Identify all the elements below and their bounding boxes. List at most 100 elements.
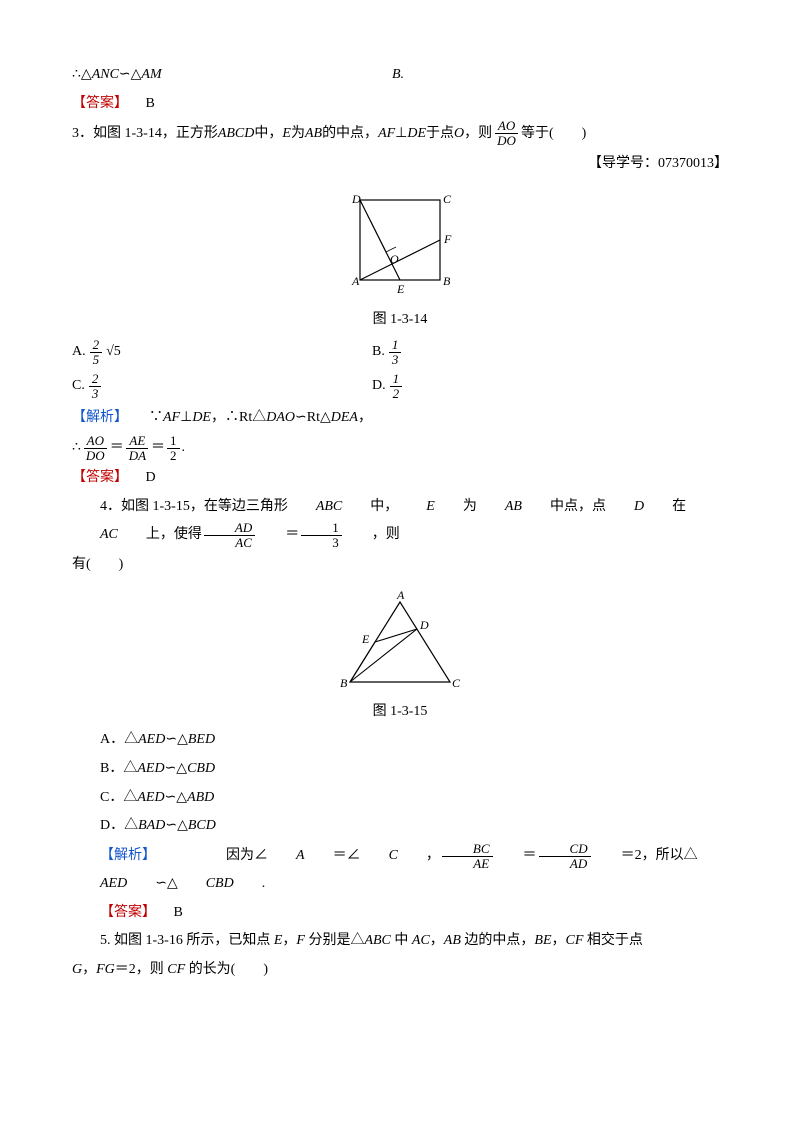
q3-optB: B. 1 3 xyxy=(372,338,403,368)
l2-eq1: ＝ xyxy=(110,435,124,462)
q3-ans-val: D xyxy=(146,470,156,485)
fig1-A: A xyxy=(351,274,360,288)
q5-l2c: ＝2，则 xyxy=(115,962,168,977)
optA-den: 5 xyxy=(90,353,103,367)
q4-stem: 4．如图 1-3-15，在等边三角形 ABC 中，E 为 AB 中点，点 D 在… xyxy=(72,494,728,550)
fragment-line: ∴△ANC∽△AM B. xyxy=(72,62,728,89)
q4B-tag: B．△ xyxy=(100,761,137,776)
q5-a: 5. 如图 1-3-16 所示，已知点 xyxy=(100,933,274,948)
q4-anf1: BCAE xyxy=(442,842,493,872)
optB-tag: B. xyxy=(372,339,385,366)
optC-tag: C. xyxy=(72,373,85,400)
l2-tail: . xyxy=(182,435,186,462)
f2n: AE xyxy=(126,434,148,449)
fig-svg-square: A B C D E F O xyxy=(330,185,470,305)
analysis-label: 【解析】 xyxy=(72,410,128,425)
q4A-2: BED xyxy=(188,732,215,747)
frag-t2: AM xyxy=(141,67,161,82)
q4f2d: 3 xyxy=(301,536,342,550)
an-af: AF xyxy=(163,410,180,425)
f3d: 2 xyxy=(167,449,180,463)
q5-ab: AB xyxy=(444,933,461,948)
q4-optD: D．△BAD∽△BCD xyxy=(72,813,728,840)
q3-optC: C. 2 3 xyxy=(72,372,372,402)
optB-den: 3 xyxy=(389,353,402,367)
q4-optA: A．△AED∽△BED xyxy=(72,727,728,754)
q5-c3: ， xyxy=(552,933,566,948)
q4-frac1: ADAC xyxy=(204,521,255,551)
l2-eq2: ＝ xyxy=(151,435,165,462)
answer-value-text: B xyxy=(146,96,155,111)
q3-de: DE xyxy=(407,121,426,148)
optB-frac: 1 3 xyxy=(389,338,402,368)
answer-value xyxy=(132,96,146,111)
q4f2n: 1 xyxy=(301,521,342,536)
frag-mid: ∽△ xyxy=(119,67,142,82)
q4-an-label: 【解析】 xyxy=(72,843,156,870)
fig1-F: F xyxy=(443,232,452,246)
q3-f: 于点 xyxy=(426,121,454,148)
l2-pre: ∴ xyxy=(72,435,81,462)
q4-optC: C．△AED∽△ABD xyxy=(72,785,728,812)
l2-f1: AODO xyxy=(83,434,108,464)
q5-G: G xyxy=(72,962,82,977)
q4-answer: 【答案】 B xyxy=(72,900,728,927)
an-a: ∵ xyxy=(149,410,163,425)
fig1-D: D xyxy=(351,192,361,206)
q3-d: 的中点， xyxy=(322,121,378,148)
optD-den: 2 xyxy=(390,387,403,401)
q3-perp: ⊥ xyxy=(395,121,407,148)
q5-ac: AC xyxy=(412,933,430,948)
q4-g: ，则 xyxy=(344,522,400,549)
q4f1n: AD xyxy=(204,521,255,536)
q4D-1: BAD xyxy=(138,818,165,833)
q4-e: E xyxy=(398,494,435,521)
figure-1-3-14: A B C D E F O 图 1-3-14 xyxy=(72,185,728,334)
optA-tail: √5 xyxy=(106,339,121,366)
q3-abcd: ABCD xyxy=(218,121,255,148)
q5-cf: CF xyxy=(566,933,584,948)
q3-c: 为 xyxy=(291,121,305,148)
q4an-sim: ∽△ xyxy=(127,871,178,898)
q5-c1: ， xyxy=(282,933,296,948)
q4C-1: AED xyxy=(137,790,164,805)
f2d: DA xyxy=(126,449,149,463)
q5-c2: ， xyxy=(430,933,444,948)
optA-num: 2 xyxy=(90,338,103,353)
q3-a: 3．如图 1-3-14，正方形 xyxy=(72,121,218,148)
q3-stem: 3．如图 1-3-14，正方形 ABCD 中，E 为 AB 的中点，AF⊥DE … xyxy=(72,119,728,149)
q4D-tag: D．△ xyxy=(100,818,138,833)
q4an-tail: . xyxy=(234,871,266,898)
answer-label: 【答案】 xyxy=(72,96,128,111)
q3-frac-num: AO xyxy=(495,119,518,134)
q4-a: 4．如图 1-3-15，在等边三角形 xyxy=(72,494,288,521)
fig2-caption: 图 1-3-15 xyxy=(72,699,728,726)
q4f1d: AC xyxy=(204,536,255,550)
an-b: ，∴Rt△ xyxy=(211,410,266,425)
q3-e: E xyxy=(282,121,291,148)
q3-frac-den: DO xyxy=(494,134,519,148)
q5-be: BE xyxy=(534,933,551,948)
q3-af: AF xyxy=(378,121,395,148)
q5-f: F xyxy=(296,933,305,948)
q3-options-row2: C. 2 3 D. 1 2 xyxy=(72,372,728,402)
q4-f: 上，使得 xyxy=(118,522,202,549)
q5-cf2: CF xyxy=(167,962,185,977)
q4t2: CBD xyxy=(178,871,234,898)
q4an-C: C xyxy=(361,843,398,870)
optD-num: 1 xyxy=(390,372,403,387)
fig1-caption: 图 1-3-14 xyxy=(72,307,728,334)
an-dea: DEA xyxy=(331,410,358,425)
fig1-E: E xyxy=(396,282,405,296)
q3-analysis-line2: ∴ AODO ＝ AEDA ＝ 12 . xyxy=(72,434,728,464)
q5-stem-line1: 5. 如图 1-3-16 所示，已知点 E，F 分别是△ABC 中 AC，AB … xyxy=(72,928,728,955)
f1d: DO xyxy=(83,449,108,463)
q4-ans-label: 【答案】 xyxy=(100,905,156,920)
q4-frac2: 13 xyxy=(301,521,342,551)
optA-tag: A. xyxy=(72,339,86,366)
q3-ab: AB xyxy=(305,121,322,148)
optD-tag: D. xyxy=(372,373,386,400)
q5-l2d: 的长为( ) xyxy=(185,962,268,977)
q4-h: 有( ) xyxy=(72,557,123,572)
an-sim: ∽Rt△ xyxy=(295,410,331,425)
